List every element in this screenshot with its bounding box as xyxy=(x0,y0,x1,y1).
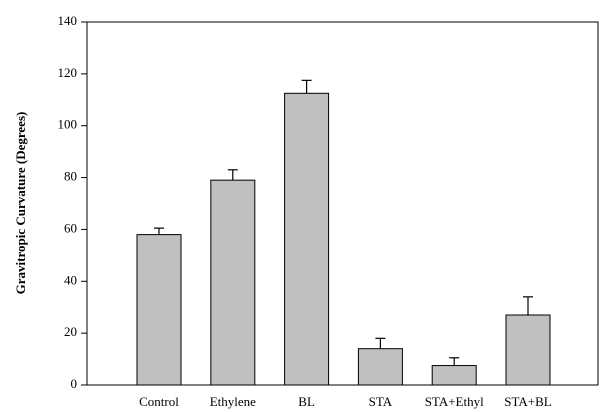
error-bar xyxy=(523,296,533,315)
x-tick-label: BL xyxy=(298,394,315,409)
y-tick-label: 100 xyxy=(58,117,78,132)
bar xyxy=(505,314,551,386)
y-tick-label: 20 xyxy=(64,324,77,339)
error-bar xyxy=(154,227,164,235)
bar xyxy=(357,348,403,386)
bar xyxy=(210,179,256,386)
y-tick-label: 40 xyxy=(64,272,77,287)
x-tick-label: Control xyxy=(139,394,179,409)
x-tick-label: STA xyxy=(369,394,393,409)
y-axis-label: Gravitropic Curvature (Degrees) xyxy=(13,112,28,295)
x-tick-label: STA+BL xyxy=(504,394,552,409)
y-tick-label: 140 xyxy=(58,13,78,28)
bar xyxy=(431,365,477,386)
x-tick-label: Ethylene xyxy=(210,394,256,409)
y-tick-label: 120 xyxy=(58,65,78,80)
error-bar xyxy=(301,79,312,94)
error-bar xyxy=(449,357,460,366)
y-tick-label: 0 xyxy=(71,376,78,391)
y-tick-label: 60 xyxy=(64,220,77,235)
plot-frame xyxy=(86,21,599,386)
error-bar xyxy=(375,337,386,349)
y-tick-label: 80 xyxy=(64,169,77,184)
error-bar xyxy=(227,169,238,181)
bar xyxy=(136,234,182,386)
x-tick-label: STA+Ethyl xyxy=(425,394,484,409)
bar xyxy=(284,92,330,386)
